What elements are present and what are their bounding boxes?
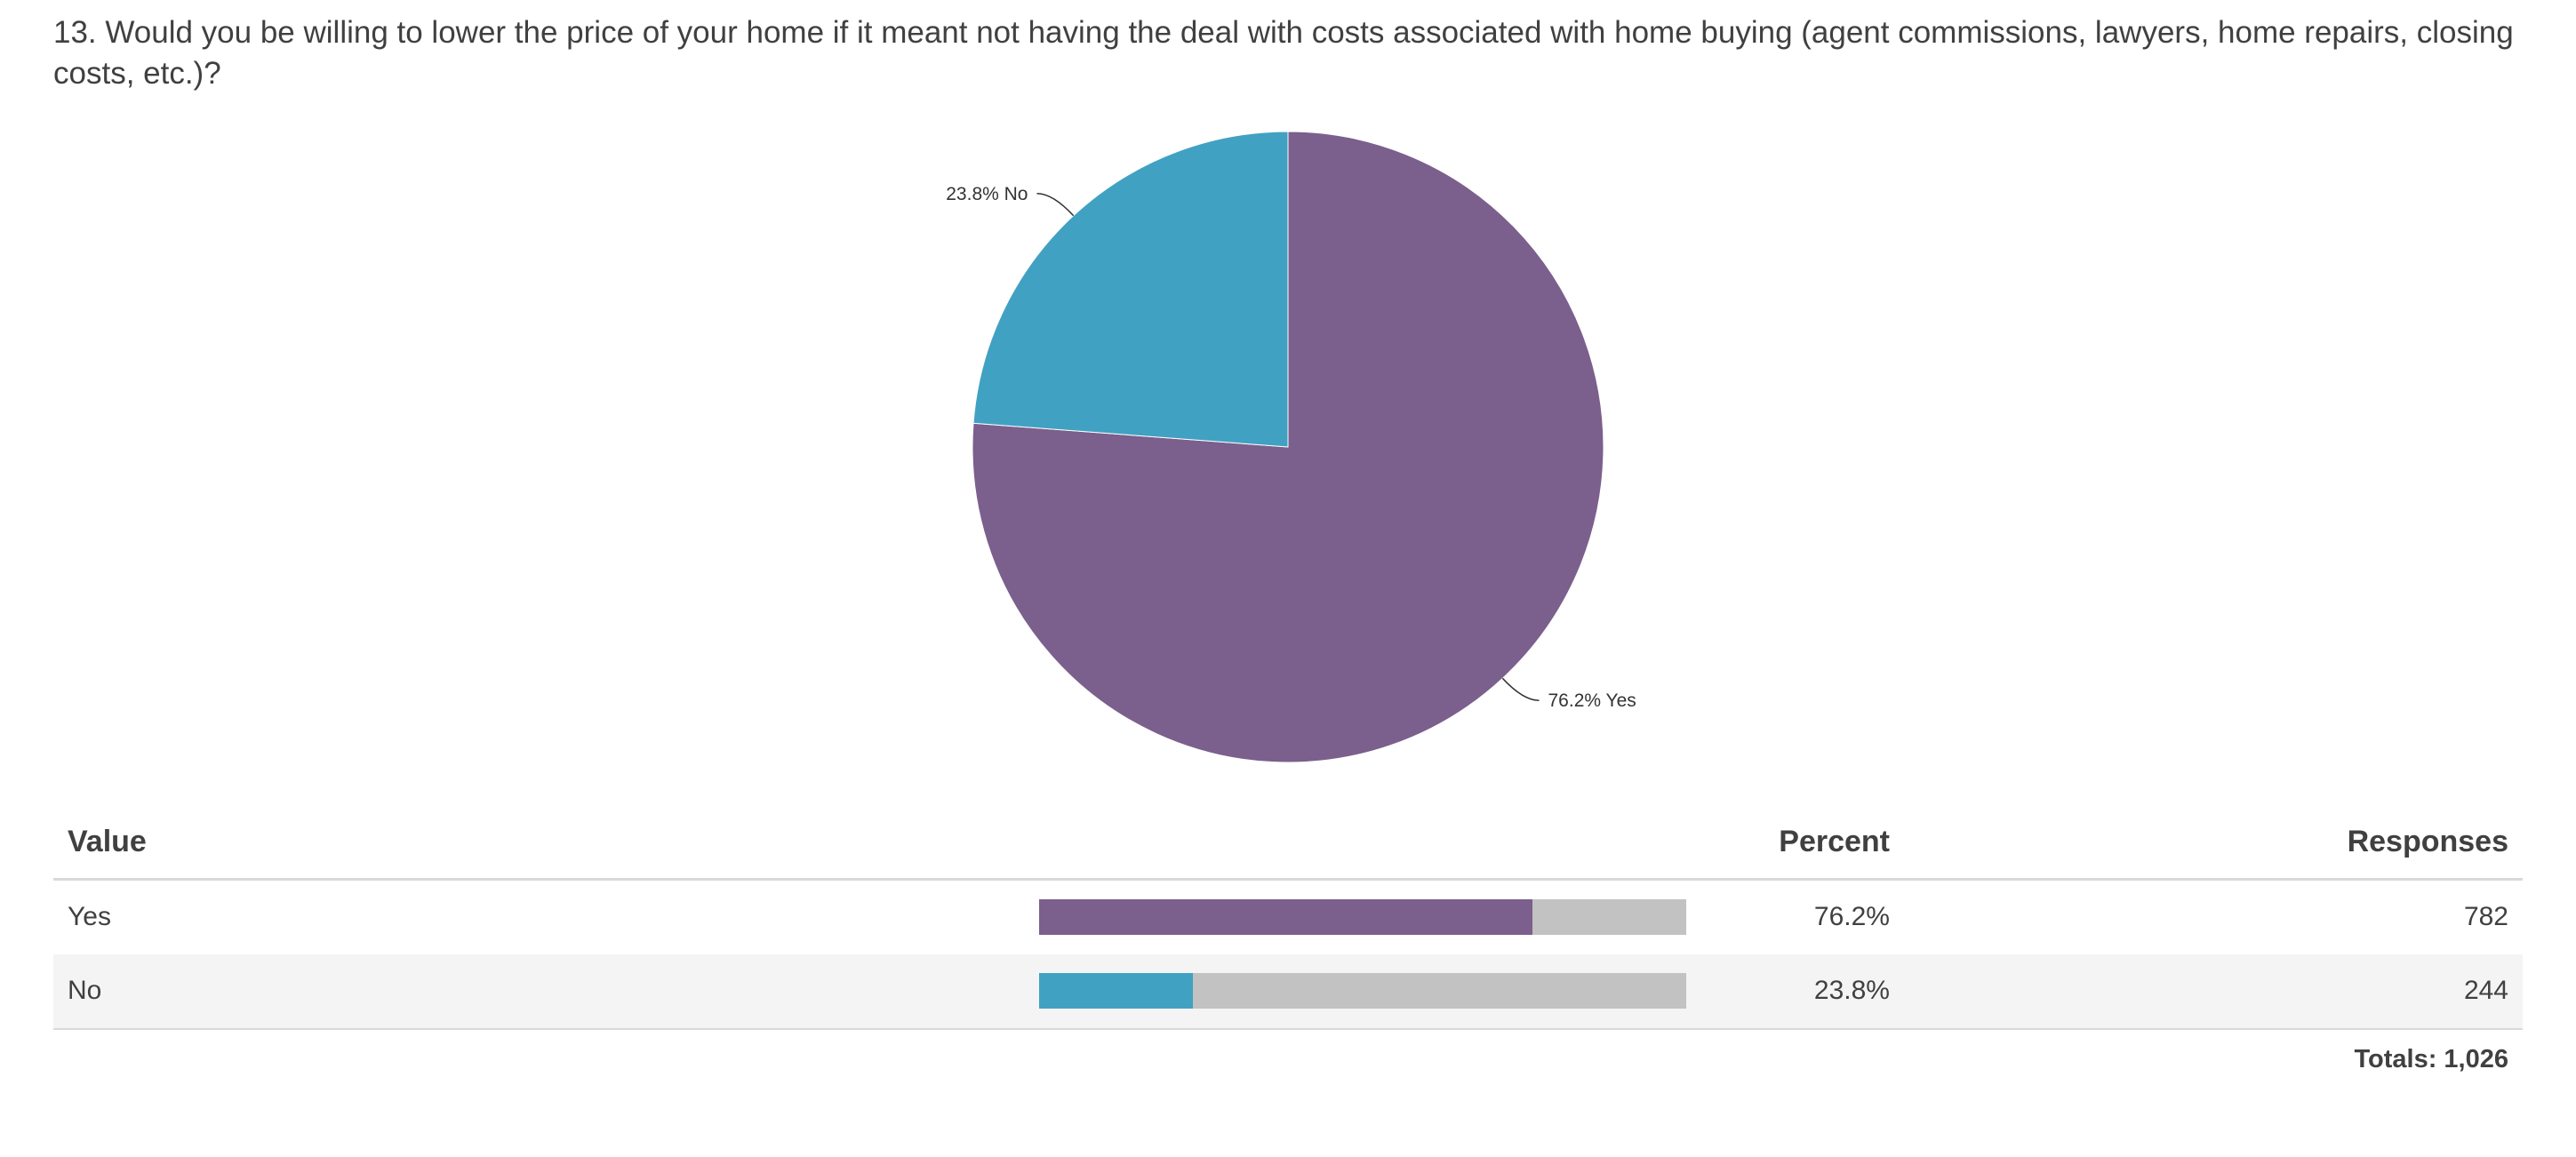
row-value: No <box>68 976 102 1005</box>
header-value: Value <box>68 825 147 858</box>
header-percent: Percent <box>1779 825 1890 858</box>
percent-bar-fill <box>1039 973 1194 1009</box>
pie-leader-line <box>1036 193 1075 217</box>
pie-slice-no <box>972 131 1289 448</box>
totals-text: Totals: 1,026 <box>2354 1045 2508 1073</box>
percent-bar-fill <box>1039 899 1532 935</box>
percent-bar <box>1039 973 1686 1009</box>
results-table: Value Percent Responses Yes 76.2% 782 No… <box>53 810 2523 1073</box>
row-percent: 76.2% <box>1813 902 1890 931</box>
row-responses: 244 <box>2463 976 2508 1005</box>
pie-data-label: 76.2% Yes <box>1548 690 1636 711</box>
header-responses: Responses <box>2347 825 2508 858</box>
table-header: Value Percent Responses <box>53 810 2523 881</box>
question-title: 13. Would you be willing to lower the pr… <box>53 15 2514 91</box>
table-row: No 23.8% 244 <box>53 954 2523 1030</box>
pie-slices <box>972 131 1604 763</box>
percent-bar <box>1039 899 1686 935</box>
row-value: Yes <box>68 902 111 931</box>
row-percent: 23.8% <box>1813 976 1890 1005</box>
pie-data-label: 23.8% No <box>946 184 1028 204</box>
pie-chart: 76.2% Yes 23.8% No <box>946 131 1636 763</box>
pie-leader-line <box>1501 677 1540 701</box>
pie-labels: 76.2% Yes 23.8% No <box>946 184 1636 711</box>
row-responses: 782 <box>2463 902 2508 931</box>
table-row: Yes 76.2% 782 <box>53 881 2523 954</box>
